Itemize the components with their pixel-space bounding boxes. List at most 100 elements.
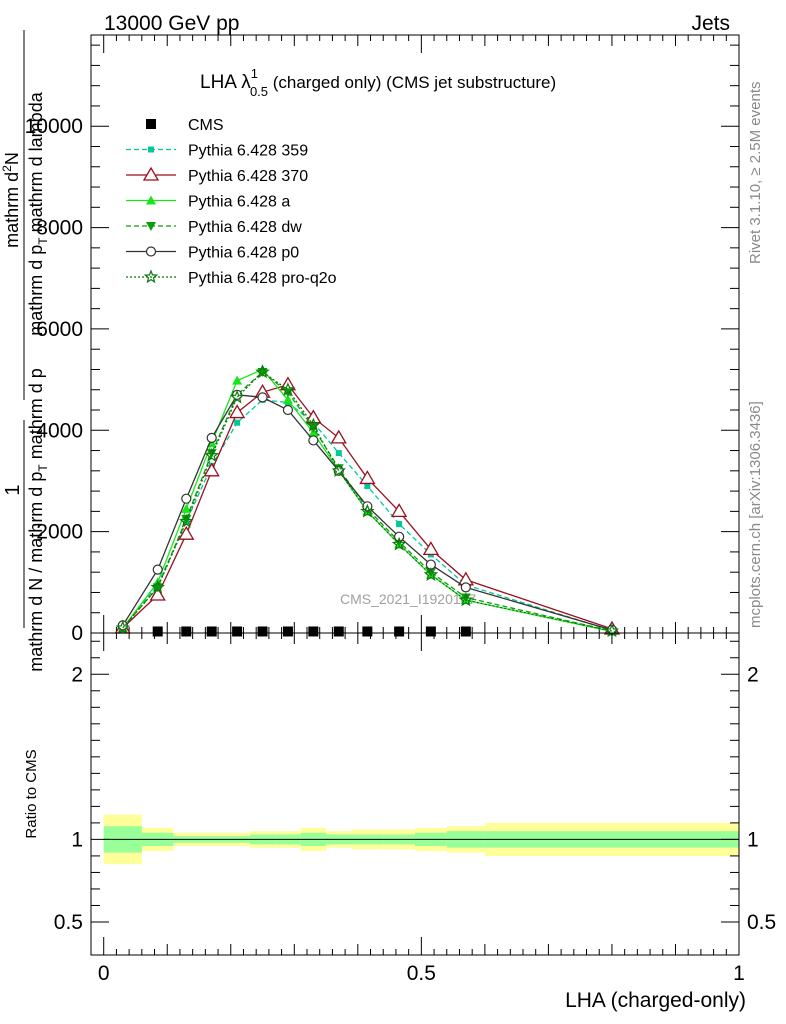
- data-point: [425, 626, 436, 637]
- legend-marker: [145, 246, 157, 257]
- legend-marker: [148, 146, 154, 153]
- data-point: [228, 404, 246, 419]
- ratio-y-tick-label-right: 2: [747, 663, 759, 686]
- data-point: [333, 626, 344, 637]
- data-point: [178, 525, 195, 540]
- x-tick-labels: 0 0.5 1: [98, 962, 745, 985]
- data-point: [458, 592, 474, 607]
- data-point: [282, 394, 293, 404]
- data-point: [460, 626, 471, 637]
- legend-marker: [146, 119, 156, 129]
- data-point: [206, 626, 217, 637]
- main-y-tick-label: 8000: [36, 217, 83, 240]
- data-point: [115, 620, 131, 635]
- legend-marker: [142, 166, 160, 181]
- data-point: [229, 389, 245, 404]
- legend-label: Pythia 6.428 359: [188, 143, 308, 160]
- data-point: [282, 626, 293, 637]
- data-point: [255, 364, 270, 379]
- main-y-tick-label: 4000: [36, 419, 83, 442]
- legend-label: Pythia 6.428 dw: [188, 219, 302, 236]
- data-point: [152, 626, 163, 637]
- series-line: [122, 383, 613, 630]
- ratio-y-tick-label-right: 0.5: [747, 911, 776, 934]
- ylabel-numerator: mathrm d2N: [0, 152, 22, 248]
- rivet-version-label: Rivet 3.1.10, ≥ 2.5M events: [747, 82, 764, 265]
- data-point: [234, 419, 241, 426]
- legend-marker: [146, 222, 156, 231]
- data-point: [362, 626, 373, 637]
- data-point: [390, 503, 408, 518]
- legend-entry: Pythia 6.428 a: [126, 194, 290, 211]
- main-axis-ticks: [91, 35, 740, 634]
- data-point: [203, 462, 220, 477]
- legend-label: Pythia 6.428 pro-q2o: [188, 270, 337, 287]
- ratio-plot-frame: [90, 632, 740, 956]
- data-point: [206, 432, 217, 443]
- ratio-y-axis-label: Ratio to CMS: [23, 749, 40, 838]
- series-line: [122, 394, 613, 631]
- legend-entry: Pythia 6.428 dw: [126, 219, 302, 236]
- data-point: [181, 493, 192, 504]
- data-point: [364, 483, 371, 490]
- data-point: [306, 417, 321, 432]
- data-point: [282, 404, 294, 416]
- data-point: [359, 470, 376, 485]
- main-y-tick-labels: 0 2000 4000 6000 8000 10000: [25, 115, 83, 645]
- series-line: [122, 371, 613, 632]
- series-6: [115, 364, 620, 638]
- data-point: [149, 586, 166, 601]
- series-layer: [114, 364, 621, 638]
- ylabel-line2: mathrm d pT mathrm d lambda: [26, 91, 50, 335]
- data-point: [423, 567, 439, 581]
- data-point: [181, 514, 192, 524]
- plot-title: LHA λ1 0.5 (charged only) (CMS jet substr…: [200, 66, 556, 99]
- data-point: [257, 626, 268, 637]
- data-point: [280, 382, 296, 396]
- legend-marker: [146, 195, 156, 205]
- data-point: [394, 626, 405, 637]
- ylabel-denominator: mathrm d N / mathrm d pT mathrm d p: [26, 368, 50, 671]
- legend-label: CMS: [188, 117, 224, 134]
- data-point: [308, 435, 319, 446]
- data-point: [460, 593, 471, 603]
- x-axis-label: LHA (charged-only): [565, 989, 746, 1012]
- legend-entry: Pythia 6.428 pro-q2o: [126, 269, 337, 287]
- legend-entry: Pythia 6.428 359: [126, 143, 308, 160]
- legend: CMS Pythia 6.428 359 Pythia 6.428 370 Pythi…: [126, 117, 337, 287]
- data-point: [181, 503, 192, 513]
- series-0: [152, 626, 471, 637]
- ratio-y-tick-label: 0.5: [54, 911, 83, 934]
- data-point: [335, 450, 342, 457]
- legend-label: Pythia 6.428 p0: [188, 245, 299, 262]
- data-point: [308, 626, 319, 637]
- header-process-label: Jets: [691, 12, 730, 35]
- header-energy-label: 13000 GeV pp: [104, 12, 239, 35]
- data-point: [391, 536, 407, 551]
- data-point: [150, 579, 165, 594]
- data-point: [204, 447, 219, 462]
- main-y-tick-label: 10000: [25, 115, 83, 138]
- data-point: [179, 513, 194, 528]
- data-point: [305, 409, 322, 424]
- data-point: [181, 626, 192, 637]
- legend-entry: Pythia 6.428 370: [126, 166, 308, 185]
- main-y-tick-label: 6000: [36, 318, 83, 341]
- x-tick-label: 0.5: [407, 962, 436, 985]
- series-line: [122, 399, 613, 632]
- legend-label: Pythia 6.428 370: [188, 168, 308, 185]
- main-y-tick-label: 0: [71, 622, 83, 645]
- x-tick-label: 1: [733, 962, 745, 985]
- ratio-axis-ticks: [91, 633, 740, 955]
- mcplots-label: mcplots.cern.ch [arXiv:1306.3436]: [747, 401, 764, 628]
- main-y-tick-label: 2000: [36, 521, 83, 544]
- data-point: [232, 375, 243, 385]
- legend-entry: Pythia 6.428 p0: [126, 245, 299, 262]
- data-point: [425, 568, 436, 578]
- ratio-y-tick-labels: 0.5 0.5 1 1 2 2: [54, 663, 776, 934]
- data-point: [360, 503, 375, 518]
- ratio-y-tick-label-right: 1: [747, 828, 759, 851]
- data-point: [257, 392, 268, 403]
- data-point: [331, 463, 347, 478]
